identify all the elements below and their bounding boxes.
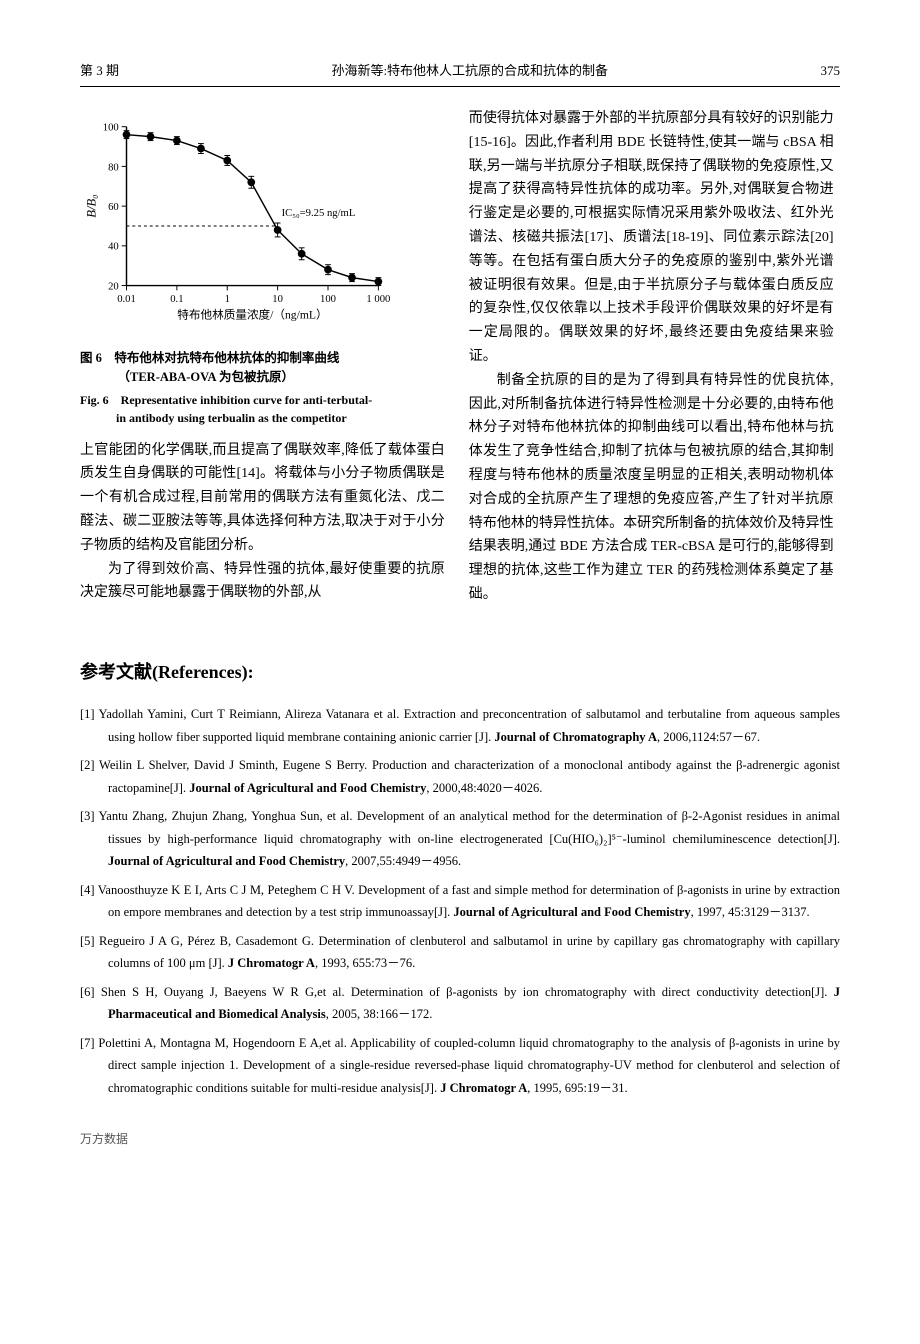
fig6-cn-line1: 图 6 特布他林对抗特布他林抗体的抑制率曲线 [80, 351, 339, 365]
reference-item: [2] Weilin L Shelver, David J Sminth, Eu… [80, 754, 840, 799]
figure-6-chart: 20 40 60 80 100 0.01 0.1 1 10 100 1 000 IC₅₀=9.25 n… [80, 117, 390, 339]
reference-item: [3] Yantu Zhang, Zhujun Zhang, Yonghua S… [80, 805, 840, 873]
two-column-body: 20 40 60 80 100 0.01 0.1 1 10 100 1 000 IC₅₀=9.25 n… [80, 107, 840, 607]
left-column: 20 40 60 80 100 0.01 0.1 1 10 100 1 000 IC₅₀=9.25 n… [80, 107, 445, 607]
svg-text:40: 40 [108, 242, 119, 253]
fig6-cn-line2: （TER-ABA-OVA 为包被抗原） [118, 370, 295, 384]
references-heading: 参考文献(References): [80, 657, 840, 688]
svg-text:IC₅₀=9.25 ng/mL: IC₅₀=9.25 ng/mL [282, 208, 356, 219]
svg-text:80: 80 [108, 162, 119, 173]
page-header: 第 3 期 孙海新等:特布他林人工抗原的合成和抗体的制备 375 [80, 60, 840, 87]
header-page: 375 [821, 60, 841, 82]
svg-text:特布他林质量浓度/（ng/mL）: 特布他林质量浓度/（ng/mL） [177, 308, 327, 322]
svg-text:20: 20 [108, 282, 119, 293]
footer-watermark: 万方数据 [80, 1129, 840, 1149]
fig6-caption-cn: 图 6 特布他林对抗特布他林抗体的抑制率曲线 （TER-ABA-OVA 为包被抗… [80, 349, 445, 387]
svg-text:10: 10 [272, 294, 283, 305]
fig6-en-line1: Fig. 6 Representative inhibition curve f… [80, 393, 372, 407]
fig6-caption-en: Fig. 6 Representative inhibition curve f… [80, 391, 445, 427]
svg-text:B/B₀: B/B₀ [85, 195, 99, 218]
reference-item: [7] Polettini A, Montagna M, Hogendoorn … [80, 1032, 840, 1100]
svg-text:60: 60 [108, 202, 119, 213]
reference-item: [5] Regueiro J A G, Pérez B, Casademont … [80, 930, 840, 975]
right-column: 而使得抗体对暴露于外部的半抗原部分具有较好的识别能力[15-16]。因此,作者利… [469, 107, 834, 607]
reference-item: [1] Yadollah Yamini, Curt T Reimiann, Al… [80, 703, 840, 748]
svg-text:0.01: 0.01 [117, 294, 136, 305]
reference-item: [4] Vanoosthuyze K E I, Arts C J M, Pete… [80, 879, 840, 924]
references-list: [1] Yadollah Yamini, Curt T Reimiann, Al… [80, 703, 840, 1099]
header-title: 孙海新等:特布他林人工抗原的合成和抗体的制备 [119, 60, 820, 82]
svg-text:100: 100 [103, 123, 119, 134]
header-issue: 第 3 期 [80, 60, 119, 82]
svg-text:1 000: 1 000 [366, 294, 390, 305]
inhibition-curve-svg: 20 40 60 80 100 0.01 0.1 1 10 100 1 000 IC₅₀=9.25 n… [80, 117, 390, 330]
right-p1: 而使得抗体对暴露于外部的半抗原部分具有较好的识别能力[15-16]。因此,作者利… [469, 107, 834, 369]
reference-item: [6] Shen S H, Ouyang J, Baeyens W R G,et… [80, 981, 840, 1026]
left-p1: 上官能团的化学偶联,而且提高了偶联效率,降低了载体蛋白质发生自身偶联的可能性[1… [80, 439, 445, 558]
svg-text:1: 1 [225, 294, 230, 305]
left-p2: 为了得到效价高、特异性强的抗体,最好使重要的抗原决定簇尽可能地暴露于偶联物的外部… [80, 558, 445, 606]
svg-text:100: 100 [320, 294, 336, 305]
fig6-en-line2: in antibody using terbualin as the compe… [116, 411, 347, 425]
right-p2: 制备全抗原的目的是为了得到具有特异性的优良抗体,因此,对所制备抗体进行特异性检测… [469, 369, 834, 607]
svg-text:0.1: 0.1 [170, 294, 183, 305]
